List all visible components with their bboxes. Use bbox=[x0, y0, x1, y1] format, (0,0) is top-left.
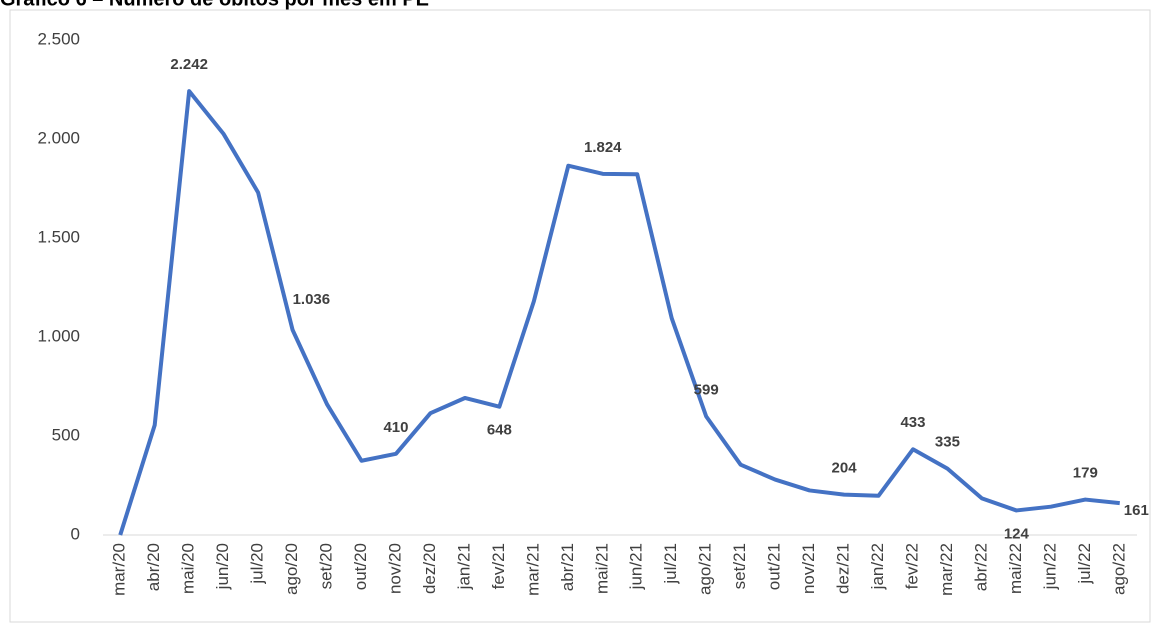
data-label: 124 bbox=[1004, 525, 1030, 542]
y-tick-label: 2.000 bbox=[37, 128, 80, 147]
data-label: 179 bbox=[1073, 465, 1098, 482]
x-tick-label: jul/22 bbox=[1075, 543, 1094, 585]
x-tick-label: ago/20 bbox=[282, 543, 301, 595]
data-label: 433 bbox=[900, 414, 925, 431]
x-tick-label: mai/20 bbox=[179, 543, 198, 594]
x-tick-label: jun/21 bbox=[627, 543, 646, 590]
x-tick-label: mai/21 bbox=[592, 543, 611, 594]
x-tick-label: ago/21 bbox=[696, 543, 715, 595]
x-tick-label: jun/20 bbox=[213, 543, 232, 590]
data-label: 161 bbox=[1124, 502, 1149, 519]
x-tick-label: fev/22 bbox=[902, 543, 921, 589]
data-label: 648 bbox=[487, 422, 512, 439]
y-tick-label: 1.500 bbox=[37, 227, 80, 246]
x-tick-label: out/21 bbox=[765, 543, 784, 590]
data-label: 1.824 bbox=[584, 139, 622, 156]
x-tick-label: set/20 bbox=[317, 543, 336, 589]
data-label: 335 bbox=[935, 434, 960, 451]
x-tick-label: mar/22 bbox=[937, 543, 956, 596]
x-tick-label: nov/21 bbox=[799, 543, 818, 594]
y-tick-label: 0 bbox=[71, 524, 80, 543]
x-tick-label: fev/21 bbox=[489, 543, 508, 589]
x-tick-label: mar/20 bbox=[110, 543, 129, 596]
x-tick-label: jul/21 bbox=[661, 543, 680, 585]
y-tick-label: 500 bbox=[52, 425, 80, 444]
data-label: 599 bbox=[694, 381, 719, 398]
x-tick-label: out/20 bbox=[351, 543, 370, 590]
data-label: 204 bbox=[832, 460, 858, 477]
x-tick-label: mar/21 bbox=[523, 543, 542, 596]
y-tick-label: 1.000 bbox=[37, 326, 80, 345]
x-tick-label: jul/20 bbox=[248, 543, 267, 585]
x-tick-label: ago/22 bbox=[1109, 543, 1128, 595]
y-tick-label: 2.500 bbox=[37, 29, 80, 48]
x-tick-label: jan/21 bbox=[454, 543, 473, 590]
chart-title: Gráfico 6 – Número de óbitos por mês em … bbox=[0, 0, 429, 10]
x-tick-label: dez/20 bbox=[420, 543, 439, 594]
x-tick-label: dez/21 bbox=[834, 543, 853, 594]
x-tick-label: abr/20 bbox=[144, 543, 163, 591]
x-tick-label: set/21 bbox=[730, 543, 749, 589]
x-tick-label: abr/22 bbox=[971, 543, 990, 591]
data-label: 1.036 bbox=[293, 291, 331, 308]
x-tick-label: jan/22 bbox=[868, 543, 887, 590]
x-tick-label: jun/22 bbox=[1040, 543, 1059, 590]
chart-frame bbox=[9, 9, 1151, 623]
x-tick-label: nov/20 bbox=[385, 543, 404, 594]
data-label: 2.242 bbox=[170, 56, 208, 73]
line bbox=[118, 89, 1120, 536]
data-label: 410 bbox=[383, 419, 408, 436]
x-tick-label: abr/21 bbox=[558, 543, 577, 591]
x-tick-label: mai/22 bbox=[1006, 543, 1025, 594]
